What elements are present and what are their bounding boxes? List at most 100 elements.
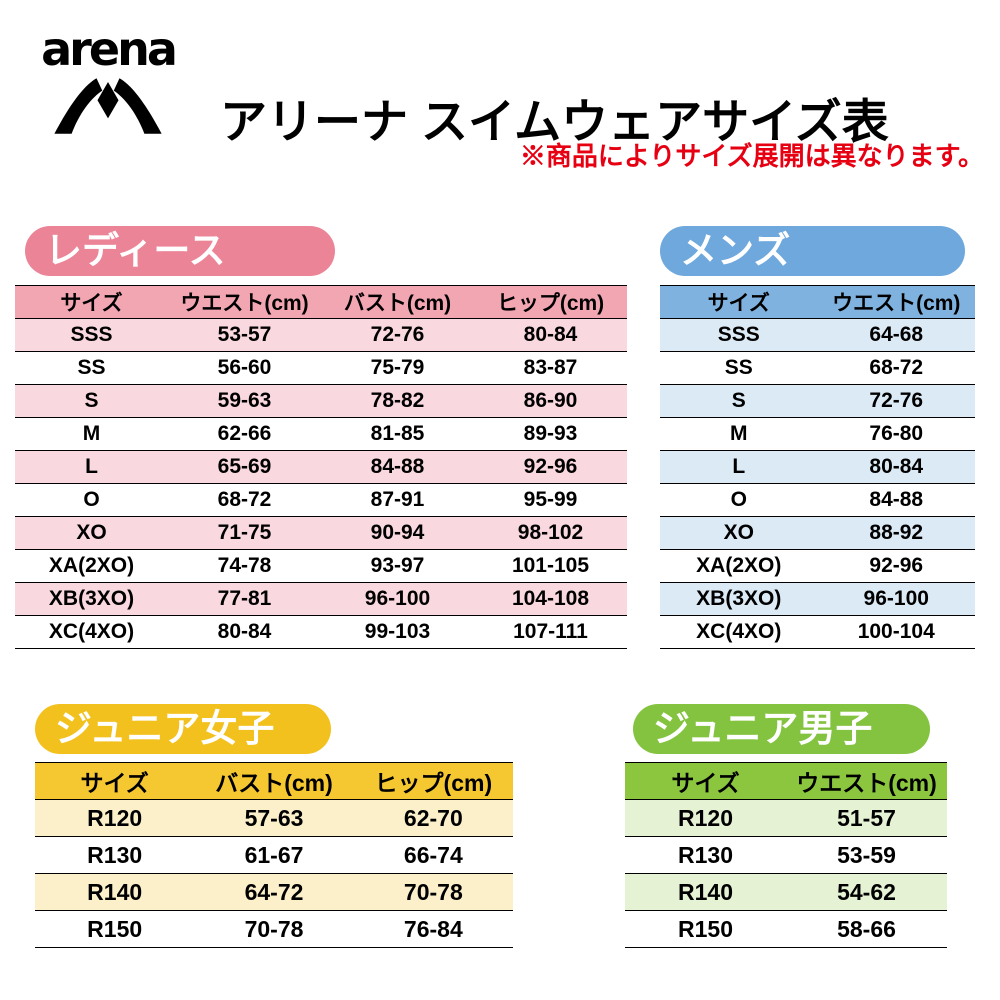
- table-row: S 72-76: [660, 384, 975, 418]
- measurement-cell: 77-81: [168, 582, 321, 616]
- measurement-cell: 80-84: [817, 450, 975, 484]
- column-header: サイズ: [35, 762, 195, 800]
- measurement-cell: 71-75: [168, 516, 321, 550]
- measurement-cell: 96-100: [817, 582, 975, 616]
- junior-boys-badge: ジュニア男子: [633, 704, 930, 754]
- measurement-cell: 62-66: [168, 417, 321, 451]
- measurement-cell: 98-102: [474, 516, 627, 550]
- measurement-cell: 90-94: [321, 516, 474, 550]
- column-header: サイズ: [15, 285, 168, 319]
- measurement-cell: 93-97: [321, 549, 474, 583]
- header-row: サイズ ウエスト(cm): [625, 762, 947, 800]
- table-row: R150 70-78 76-84: [35, 910, 513, 948]
- table-row: XO 88-92: [660, 516, 975, 550]
- size-cell: L: [15, 450, 168, 484]
- measurement-cell: 70-78: [194, 910, 354, 948]
- header-row: サイズ バスト(cm) ヒップ(cm): [35, 762, 513, 800]
- size-cell: M: [660, 417, 818, 451]
- measurement-cell: 78-82: [321, 384, 474, 418]
- size-cell: O: [15, 483, 168, 517]
- size-cell: XC(4XO): [15, 615, 168, 649]
- measurement-cell: 57-63: [194, 799, 354, 837]
- measurement-cell: 76-84: [353, 910, 513, 948]
- page-title: アリーナ スイムウェアサイズ表: [220, 95, 889, 149]
- measurement-cell: 92-96: [474, 450, 627, 484]
- measurement-cell: 70-78: [353, 873, 513, 911]
- column-header: サイズ: [625, 762, 786, 800]
- size-cell: XB(3XO): [660, 582, 818, 616]
- table-row: R120 51-57: [625, 799, 947, 837]
- measurement-cell: 84-88: [817, 483, 975, 517]
- table-row: O 84-88: [660, 483, 975, 517]
- measurement-cell: 64-72: [194, 873, 354, 911]
- size-cell: XO: [15, 516, 168, 550]
- measurement-cell: 96-100: [321, 582, 474, 616]
- size-cell: R150: [35, 910, 195, 948]
- size-disclaimer-note: ※商品によりサイズ展開は異なります。: [519, 141, 984, 171]
- table-row: R140 64-72 70-78: [35, 873, 513, 911]
- measurement-cell: 100-104: [817, 615, 975, 649]
- table-row: S 59-63 78-82 86-90: [15, 384, 627, 418]
- size-cell: S: [15, 384, 168, 418]
- size-cell: SSS: [15, 318, 168, 352]
- table-row: XA(2XO) 74-78 93-97 101-105: [15, 549, 627, 583]
- mens-badge: メンズ: [660, 226, 965, 276]
- size-cell: SS: [15, 351, 168, 385]
- header-row: サイズ ウエスト(cm) バスト(cm) ヒップ(cm): [15, 285, 627, 319]
- size-cell: R140: [35, 873, 195, 911]
- size-cell: R120: [35, 799, 195, 837]
- column-header: サイズ: [660, 285, 818, 319]
- size-cell: O: [660, 483, 818, 517]
- measurement-cell: 81-85: [321, 417, 474, 451]
- size-cell: R150: [625, 910, 786, 948]
- table-row: R140 54-62: [625, 873, 947, 911]
- table-row: XB(3XO) 96-100: [660, 582, 975, 616]
- column-header: ウエスト(cm): [817, 285, 975, 319]
- table-row: O 68-72 87-91 95-99: [15, 483, 627, 517]
- measurement-cell: 86-90: [474, 384, 627, 418]
- table-row: R130 61-67 66-74: [35, 836, 513, 874]
- measurement-cell: 92-96: [817, 549, 975, 583]
- size-cell: M: [15, 417, 168, 451]
- measurement-cell: 72-76: [817, 384, 975, 418]
- table-row: XC(4XO) 80-84 99-103 107-111: [15, 615, 627, 649]
- size-cell: XB(3XO): [15, 582, 168, 616]
- measurement-cell: 59-63: [168, 384, 321, 418]
- junior-girls-size-table: サイズ バスト(cm) ヒップ(cm) R120 57-63 62-70 R130 61-67…: [35, 762, 513, 948]
- measurement-cell: 104-108: [474, 582, 627, 616]
- size-cell: XO: [660, 516, 818, 550]
- measurement-cell: 54-62: [786, 873, 947, 911]
- measurement-cell: 80-84: [168, 615, 321, 649]
- table-row: R130 53-59: [625, 836, 947, 874]
- measurement-cell: 80-84: [474, 318, 627, 352]
- size-cell: R120: [625, 799, 786, 837]
- size-cell: XA(2XO): [660, 549, 818, 583]
- column-header: バスト(cm): [194, 762, 354, 800]
- mens-size-table: サイズ ウエスト(cm) SSS 64-68 SS 68-72 S 72-76 M 76-80 L 8…: [660, 285, 975, 649]
- column-header: バスト(cm): [321, 285, 474, 319]
- measurement-cell: 87-91: [321, 483, 474, 517]
- table-row: SS 68-72: [660, 351, 975, 385]
- size-cell: S: [660, 384, 818, 418]
- table-row: M 76-80: [660, 417, 975, 451]
- table-row: SS 56-60 75-79 83-87: [15, 351, 627, 385]
- table-row: XA(2XO) 92-96: [660, 549, 975, 583]
- arena-logo: arena: [26, 26, 190, 139]
- measurement-cell: 95-99: [474, 483, 627, 517]
- column-header: ヒップ(cm): [474, 285, 627, 319]
- table-row: L 80-84: [660, 450, 975, 484]
- size-cell: R140: [625, 873, 786, 911]
- table-row: XB(3XO) 77-81 96-100 104-108: [15, 582, 627, 616]
- table-row: L 65-69 84-88 92-96: [15, 450, 627, 484]
- column-header: ウエスト(cm): [168, 285, 321, 319]
- ladies-size-table: サイズ ウエスト(cm) バスト(cm) ヒップ(cm) SSS 53-57 72-76 80…: [15, 285, 627, 649]
- measurement-cell: 65-69: [168, 450, 321, 484]
- measurement-cell: 72-76: [321, 318, 474, 352]
- measurement-cell: 75-79: [321, 351, 474, 385]
- size-cell: SSS: [660, 318, 818, 352]
- measurement-cell: 107-111: [474, 615, 627, 649]
- measurement-cell: 99-103: [321, 615, 474, 649]
- junior-girls-badge: ジュニア女子: [35, 704, 331, 754]
- measurement-cell: 61-67: [194, 836, 354, 874]
